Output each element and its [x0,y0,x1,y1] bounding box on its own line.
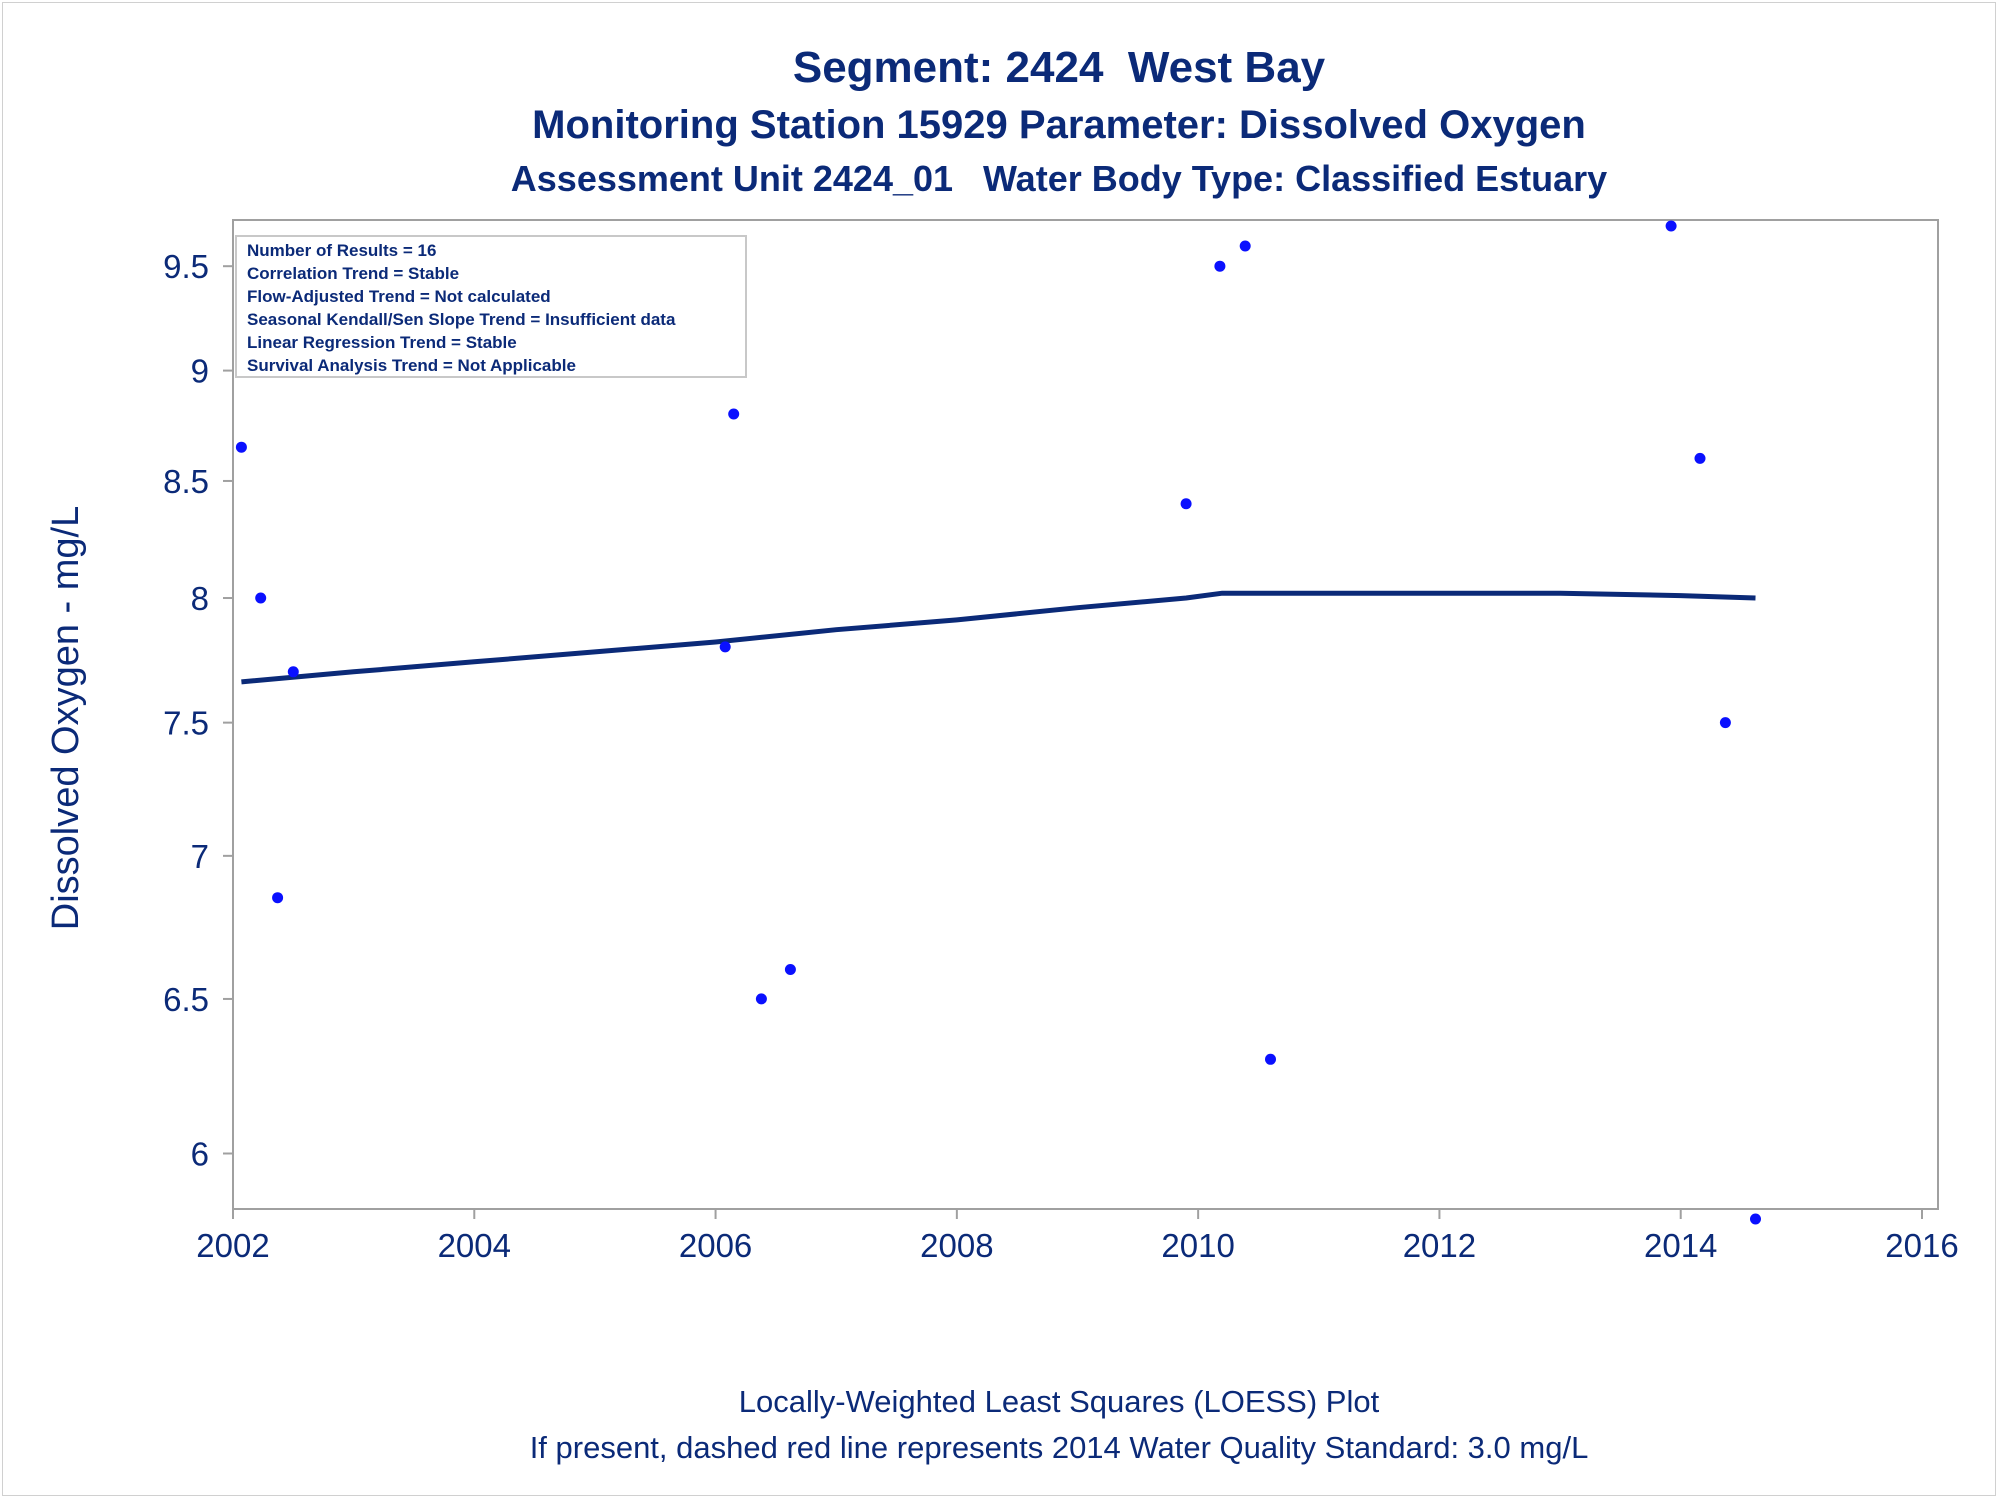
data-point [1239,240,1251,252]
x-tick-label: 2008 [920,1227,993,1264]
data-point [287,666,299,678]
data-point [255,592,267,604]
stats-box-line: Seasonal Kendall/Sen Slope Trend = Insuf… [247,310,676,329]
x-tick-label: 2006 [679,1227,752,1264]
data-point [1750,1213,1761,1225]
y-tick-label: 9.5 [163,248,209,285]
chart-subtitle-1: Monitoring Station 15929 Parameter: Diss… [532,103,1586,147]
data-point [1719,717,1731,729]
data-point [1180,498,1192,510]
data-point [235,441,247,453]
x-tick-label: 2002 [196,1227,269,1264]
y-axis-label: Dissolved Oxygen - mg/L [45,506,87,931]
x-tick-label: 2016 [1885,1227,1958,1264]
stats-box [235,235,747,378]
data-point [1265,1053,1276,1065]
stats-box-line: Number of Results = 16 [247,241,436,260]
chart-subtitle-2: Assessment Unit 2424_01 Water Body Type:… [510,158,1608,199]
data-point [1214,260,1226,272]
plot-frame [232,219,1939,1210]
data-point [719,641,731,653]
y-tick-label: 7 [191,838,209,875]
chart-title: Segment: 2424 West Bay [792,43,1326,92]
x-tick-label: 2012 [1403,1227,1476,1264]
data-point [1694,452,1706,464]
y-tick-label: 6 [191,1136,209,1173]
stats-box-line: Flow-Adjusted Trend = Not calculated [247,287,551,306]
stats-box-line: Survival Analysis Trend = Not Applicable [247,356,576,375]
y-tick-label: 8 [191,580,209,617]
x-tick-label: 2010 [1161,1227,1234,1264]
y-tick-label: 9 [191,353,209,390]
footnote-1: Locally-Weighted Least Squares (LOESS) P… [738,1384,1380,1419]
data-point [755,993,767,1005]
y-tick-label: 8.5 [163,463,209,500]
data-point [1665,220,1677,232]
data-point [784,964,796,975]
y-tick-label: 6.5 [163,981,209,1018]
footnote-2: If present, dashed red line represents 2… [529,1430,1589,1465]
stats-box-line: Correlation Trend = Stable [247,264,459,283]
x-tick-label: 2014 [1644,1227,1717,1264]
loess-line [241,590,1756,685]
stats-box-line: Linear Regression Trend = Stable [247,333,517,352]
data-point [728,408,740,420]
y-tick-label: 7.5 [163,705,209,742]
x-tick-label: 2004 [438,1227,511,1264]
data-point [272,892,284,904]
